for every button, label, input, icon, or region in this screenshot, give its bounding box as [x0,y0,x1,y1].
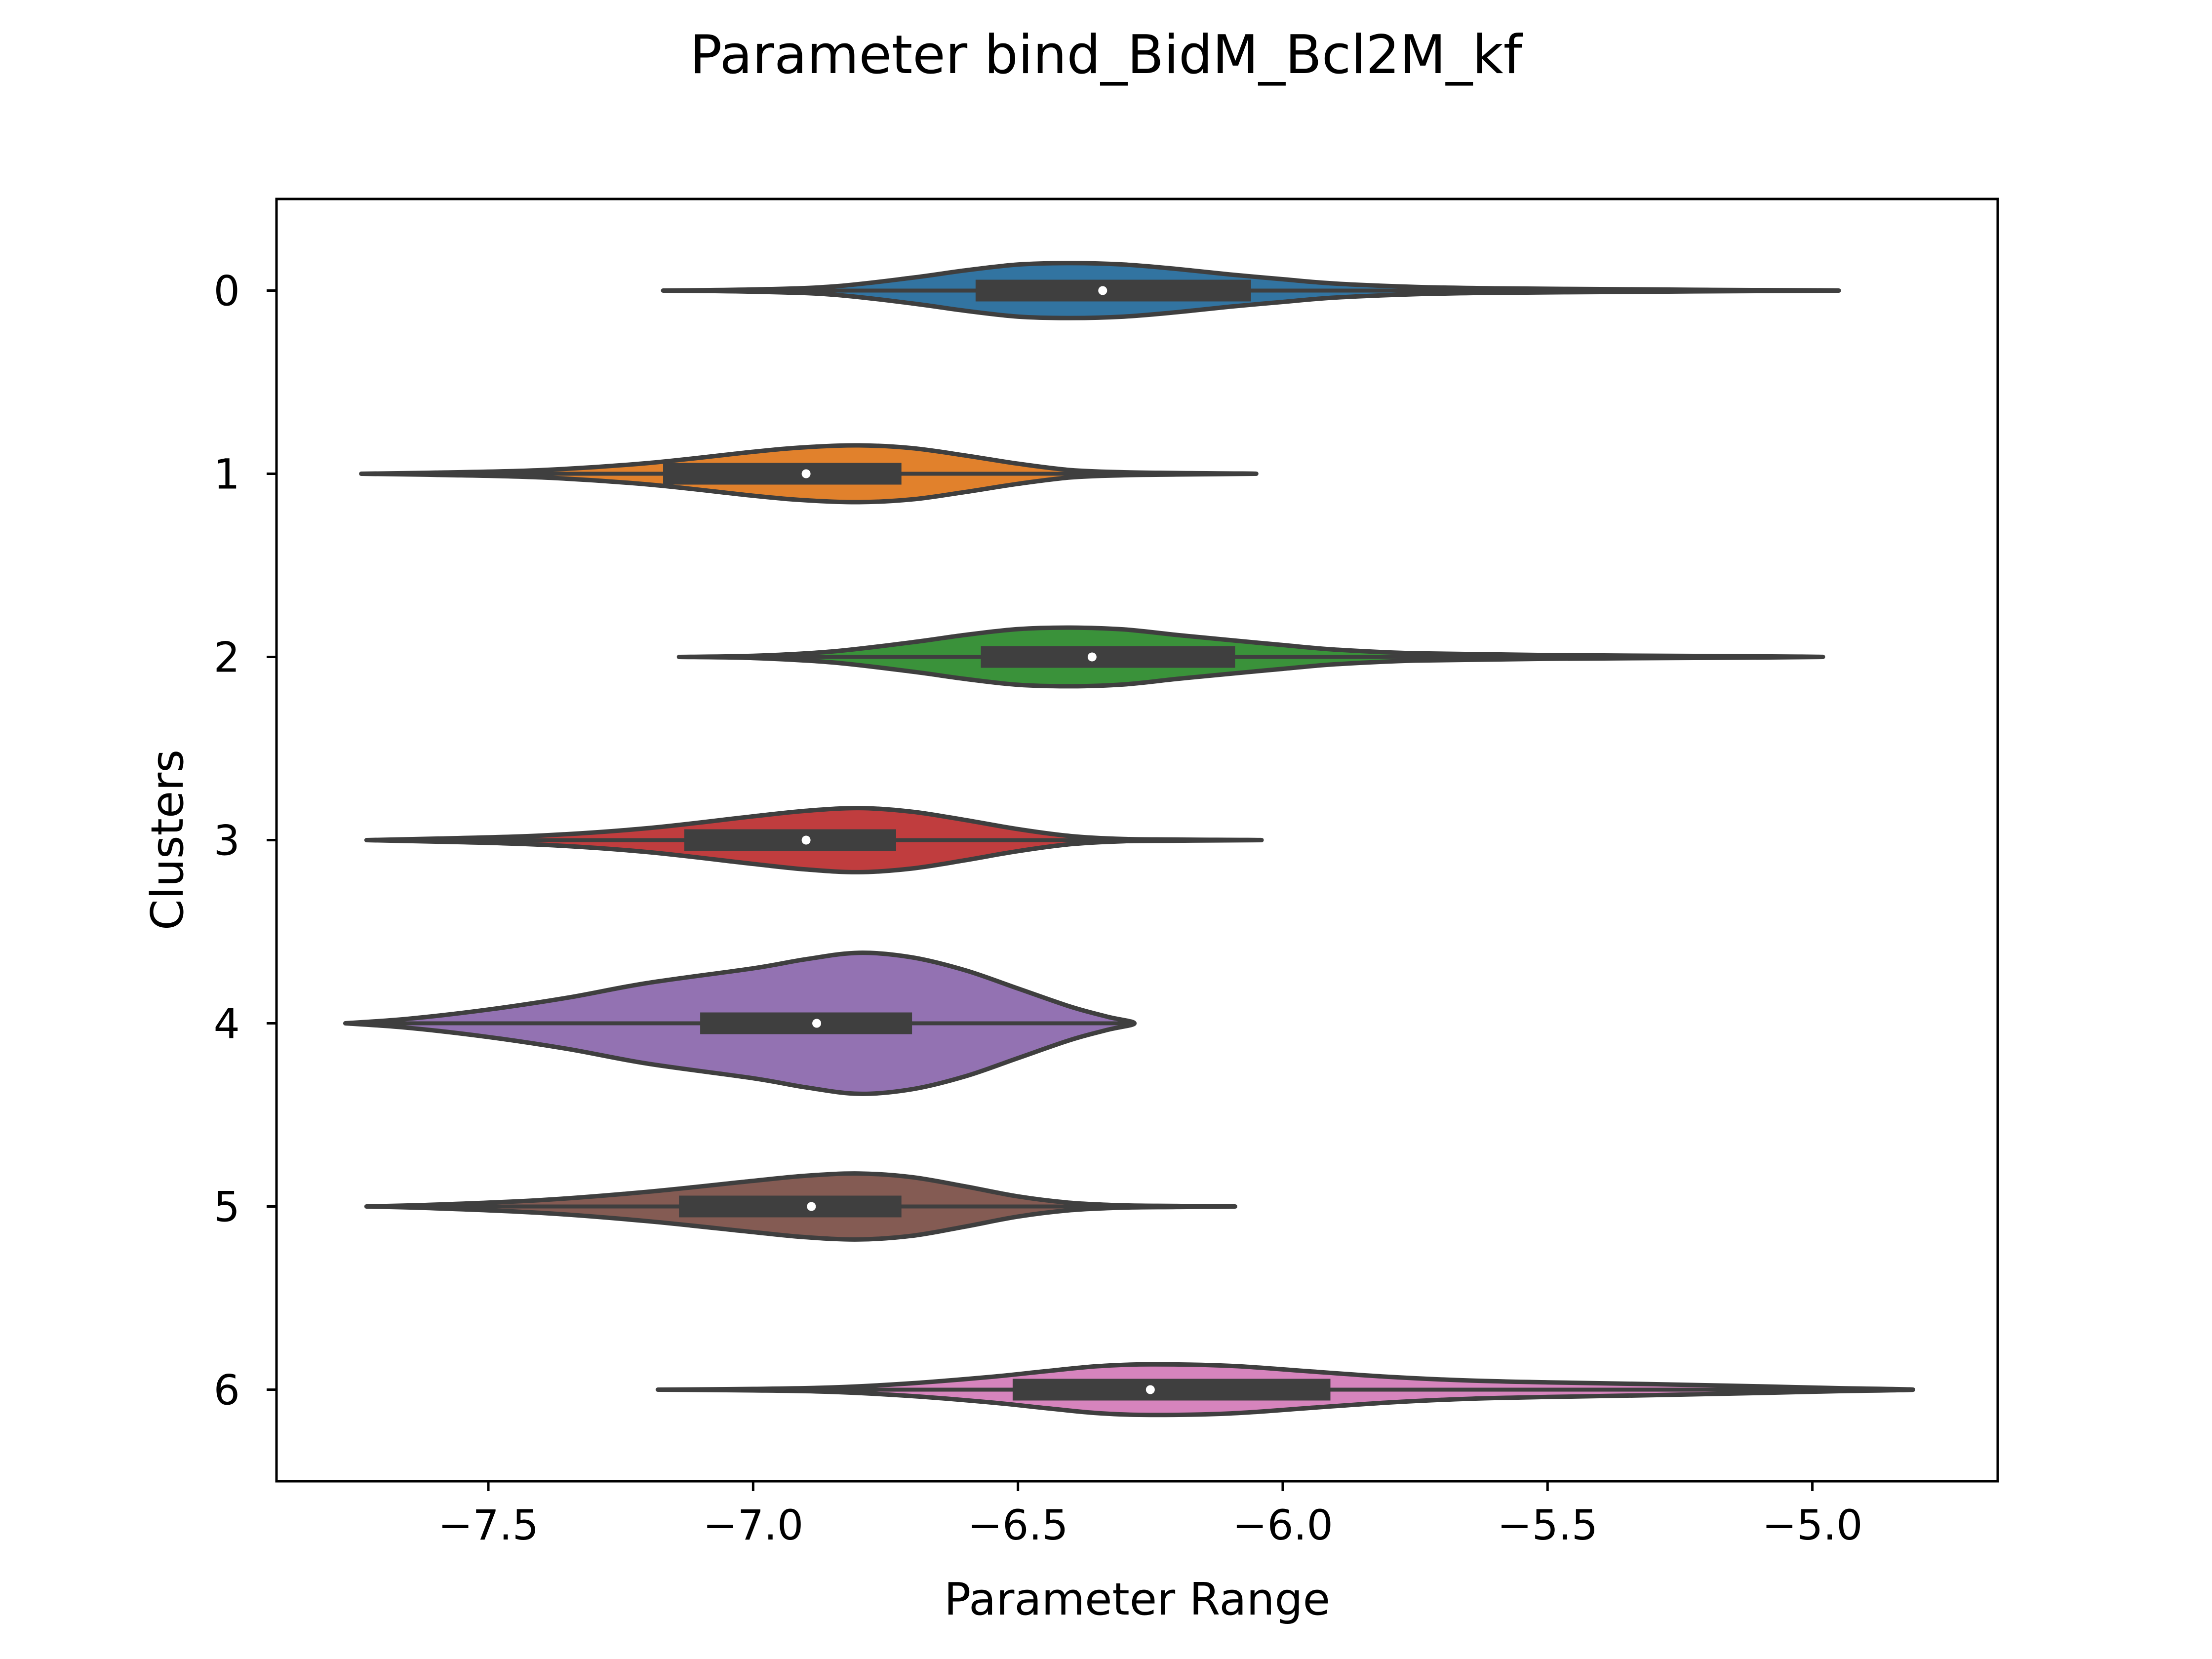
median-point [1146,1385,1155,1394]
plot-area [343,261,1915,1418]
violin-cluster-0 [661,261,1841,320]
y-axis-label: Clusters [142,750,194,930]
iqr-box [700,1012,912,1034]
iqr-box [981,646,1235,668]
violin-cluster-6 [655,1362,1915,1418]
y-tick-label: 4 [214,1000,240,1048]
x-tick-label: −6.0 [1232,1501,1333,1549]
violin-cluster-3 [364,806,1264,874]
violin-cluster-4 [343,950,1137,1096]
iqr-box [663,463,902,485]
y-tick-label: 5 [214,1183,240,1231]
median-point [1098,286,1107,295]
axes-frame [275,198,1999,1483]
violin-cluster-1 [359,443,1259,505]
iqr-box [975,279,1251,302]
y-tick-label: 0 [214,267,240,316]
y-tick-label: 1 [214,450,240,499]
x-axis-label: Parameter Range [944,1574,1330,1625]
x-tick-label: −7.0 [703,1501,803,1549]
median-point [812,1019,822,1028]
iqr-box [684,829,896,851]
x-tick-label: −7.5 [438,1501,539,1549]
median-point [1087,652,1097,662]
x-tick-label: −6.5 [968,1501,1068,1549]
y-tick-label: 3 [214,817,240,865]
violin-cluster-5 [364,1171,1237,1242]
y-tick-label: 2 [214,633,240,682]
iqr-box [679,1195,902,1218]
median-point [801,469,811,478]
median-point [807,1202,816,1211]
median-point [801,835,811,845]
y-tick-label: 6 [214,1366,240,1415]
x-tick-label: −5.5 [1497,1501,1598,1549]
iqr-box [1012,1379,1331,1401]
chart-title: Parameter bind_BidM_Bcl2M_kf [690,24,1524,86]
violin-cluster-2 [676,625,1825,689]
axes: 0 1 2 3 4 5 6 −7.5 −7.0 −6.5 −6.0 −5.5 −5.0 [214,267,1863,1550]
x-tick-label: −5.0 [1762,1501,1863,1549]
